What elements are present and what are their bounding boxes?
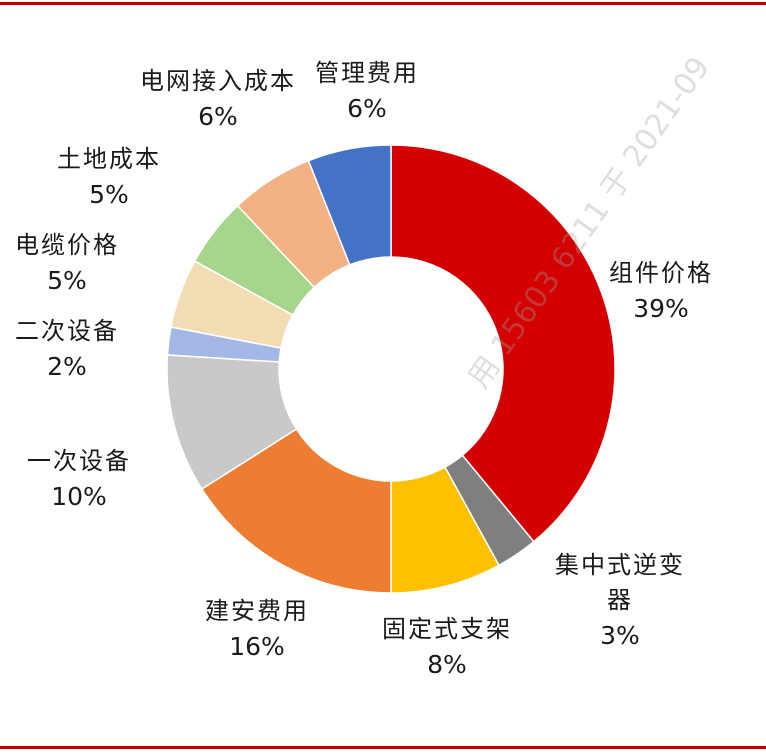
label-pct: 6% <box>198 101 238 131</box>
top-rule <box>0 2 766 5</box>
label-name: 土地成本 <box>57 145 161 173</box>
label-slice-0: 组件价格 39% <box>596 256 726 327</box>
label-name: 电缆价格 <box>15 231 119 259</box>
label-name: 一次设备 <box>27 447 131 475</box>
label-slice-7: 土地成本 5% <box>44 142 174 213</box>
label-name: 建安费用 <box>205 597 309 625</box>
label-name: 组件价格 <box>609 259 713 287</box>
label-name: 管理费用 <box>315 59 419 87</box>
label-slice-2: 固定式支架 8% <box>372 612 522 683</box>
label-pct: 8% <box>427 649 467 679</box>
label-name: 电网接入成本 <box>140 67 296 95</box>
label-pct: 6% <box>347 93 387 123</box>
label-pct: 3% <box>600 620 640 650</box>
label-slice-5: 二次设备 2% <box>2 314 132 385</box>
bottom-rule <box>0 746 766 749</box>
label-name: 二次设备 <box>15 317 119 345</box>
label-slice-8: 电网接入成本 6% <box>138 64 298 135</box>
label-slice-6: 电缆价格 5% <box>2 228 132 299</box>
label-pct: 5% <box>89 179 129 209</box>
label-pct: 5% <box>47 265 87 295</box>
label-pct: 10% <box>51 481 107 511</box>
label-slice-9: 管理费用 6% <box>302 56 432 127</box>
label-pct: 16% <box>229 631 285 661</box>
label-pct: 39% <box>633 293 689 323</box>
label-name: 固定式支架 <box>382 615 512 643</box>
label-slice-4: 一次设备 10% <box>14 444 144 515</box>
label-pct: 2% <box>47 351 87 381</box>
label-slice-3: 建安费用 16% <box>192 594 322 665</box>
label-name: 集中式逆变器 <box>555 551 685 614</box>
donut-slice-0 <box>390 144 616 543</box>
donut-slice-9 <box>307 144 392 266</box>
donut-slice-3 <box>200 427 392 594</box>
label-slice-1: 集中式逆变器 3% <box>540 548 700 654</box>
